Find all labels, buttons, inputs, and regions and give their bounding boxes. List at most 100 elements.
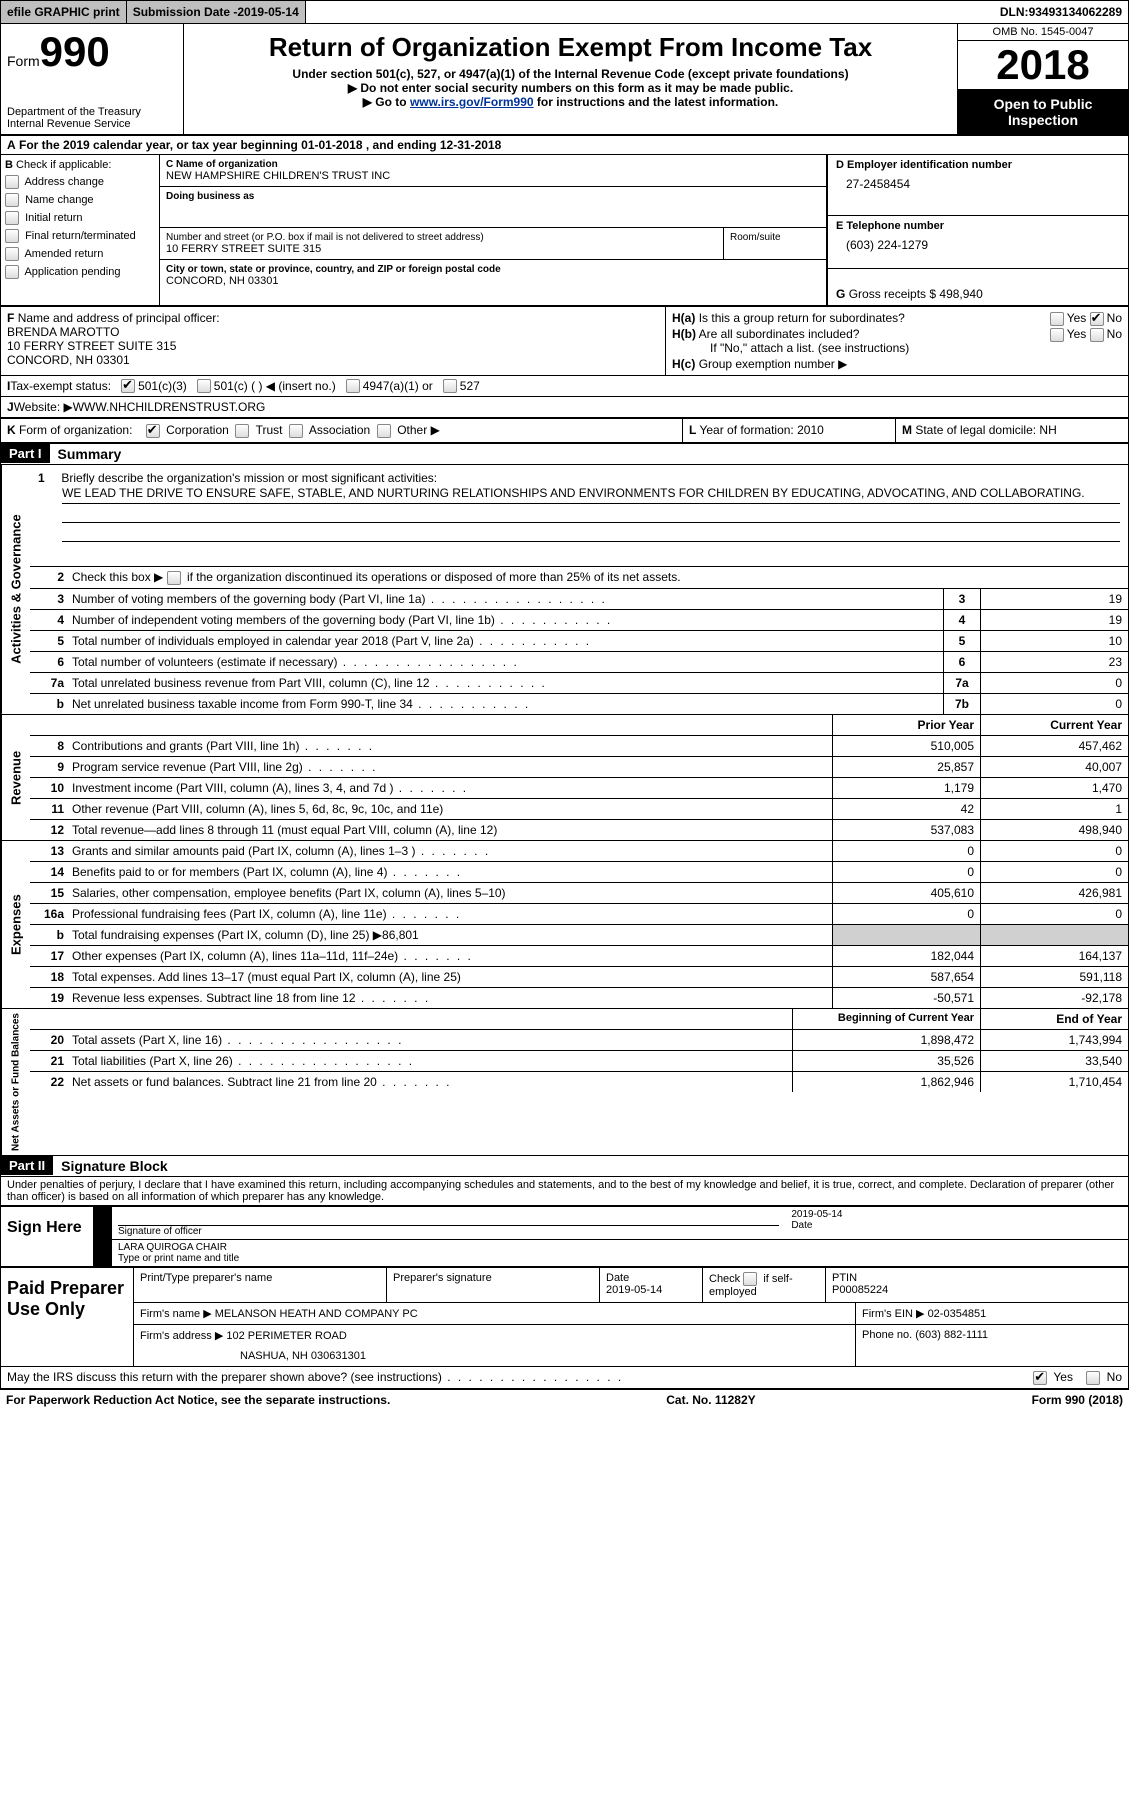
- city-box: City or town, state or province, country…: [160, 260, 826, 291]
- org-name-box: C Name of organization NEW HAMPSHIRE CHI…: [160, 155, 826, 187]
- irs-link[interactable]: www.irs.gov/Form990: [410, 95, 534, 109]
- trust-checkbox[interactable]: [235, 424, 249, 438]
- principal-officer-box: F Name and address of principal officer:…: [1, 307, 665, 375]
- tab-net-assets: Net Assets or Fund Balances: [1, 1009, 30, 1155]
- form-header: Form990 Department of the Treasury Inter…: [0, 24, 1129, 136]
- gross-receipts: 498,940: [939, 287, 982, 301]
- line-9: 9 Program service revenue (Part VIII, li…: [30, 756, 1128, 777]
- street-address-box: Number and street (or P.O. box if mail i…: [160, 228, 724, 259]
- tab-activities-governance: Activities & Governance: [1, 465, 30, 714]
- hb-yes-checkbox[interactable]: [1050, 328, 1064, 342]
- firm-phone: (603) 882-1111: [915, 1329, 988, 1341]
- line-7b: b Net unrelated business taxable income …: [30, 693, 1128, 714]
- line-21: 21 Total liabilities (Part X, line 26) 3…: [30, 1050, 1128, 1071]
- officer-name: BRENDA MAROTTO: [7, 325, 119, 339]
- mission-text: WE LEAD THE DRIVE TO ENSURE SAFE, STABLE…: [62, 485, 1120, 504]
- line-16b: b Total fundraising expenses (Part IX, c…: [30, 924, 1128, 945]
- line-22: 22 Net assets or fund balances. Subtract…: [30, 1071, 1128, 1092]
- application-pending-checkbox[interactable]: [5, 265, 19, 279]
- line-15: 15 Salaries, other compensation, employe…: [30, 882, 1128, 903]
- street-address: 10 FERRY STREET SUITE 315: [166, 243, 717, 255]
- line-19: 19 Revenue less expenses. Subtract line …: [30, 987, 1128, 1008]
- paid-preparer-section: Paid Preparer Use Only Print/Type prepar…: [0, 1267, 1129, 1367]
- part-2-header: Part II Signature Block: [0, 1156, 1129, 1177]
- row-a-tax-year: A For the 2019 calendar year, or tax yea…: [0, 136, 1129, 155]
- ein: 27-2458454: [846, 177, 1120, 191]
- address-change-checkbox[interactable]: [5, 175, 19, 189]
- form-title: Return of Organization Exempt From Incom…: [188, 32, 953, 63]
- form-subtitle: Under section 501(c), 527, or 4947(a)(1)…: [188, 67, 953, 81]
- catalog-number: Cat. No. 11282Y: [666, 1393, 755, 1407]
- dba-box: Doing business as: [160, 187, 826, 228]
- phone-box: E Telephone number (603) 224-1279: [828, 216, 1128, 269]
- tax-year: 2018: [958, 41, 1128, 90]
- hb-no-checkbox[interactable]: [1090, 328, 1104, 342]
- public-inspection: Open to Public Inspection: [958, 90, 1128, 134]
- column-b-checkboxes: B Check if applicable: Address change Na…: [1, 155, 160, 305]
- discuss-yes-checkbox[interactable]: [1033, 1371, 1047, 1385]
- room-suite-box: Room/suite: [724, 228, 826, 259]
- 501c3-checkbox[interactable]: [121, 379, 135, 393]
- ha-yes-checkbox[interactable]: [1050, 312, 1064, 326]
- officer-name-title: LARA QUIROGA CHAIR: [118, 1242, 1122, 1253]
- firm-address: 102 PERIMETER ROAD: [226, 1330, 346, 1342]
- signature-arrow-icon: [94, 1207, 112, 1239]
- discuss-no-checkbox[interactable]: [1086, 1371, 1100, 1385]
- line-5: 5 Total number of individuals employed i…: [30, 630, 1128, 651]
- line-3: 3 Number of voting members of the govern…: [30, 588, 1128, 609]
- 4947-checkbox[interactable]: [346, 379, 360, 393]
- association-checkbox[interactable]: [289, 424, 303, 438]
- line-4: 4 Number of independent voting members o…: [30, 609, 1128, 630]
- line-14: 14 Benefits paid to or for members (Part…: [30, 861, 1128, 882]
- ein-box: D Employer identification number 27-2458…: [828, 155, 1128, 216]
- signature-date: 2019-05-14: [791, 1209, 1122, 1220]
- irs-label: Internal Revenue Service: [7, 118, 177, 130]
- bottom-footer: For Paperwork Reduction Act Notice, see …: [0, 1389, 1129, 1410]
- line-16a: 16a Professional fundraising fees (Part …: [30, 903, 1128, 924]
- corporation-checkbox[interactable]: [146, 424, 160, 438]
- line-18: 18 Total expenses. Add lines 13–17 (must…: [30, 966, 1128, 987]
- line-10: 10 Investment income (Part VIII, column …: [30, 777, 1128, 798]
- omb-number: OMB No. 1545-0047: [958, 24, 1128, 41]
- row-m-domicile: M State of legal domicile: NH: [896, 419, 1128, 442]
- other-checkbox[interactable]: [377, 424, 391, 438]
- gross-receipts-box: G Gross receipts $ 498,940: [828, 269, 1128, 305]
- city-state-zip: CONCORD, NH 03301: [166, 275, 820, 287]
- discontinued-checkbox[interactable]: [167, 571, 181, 585]
- section-h: H(a) Is this a group return for subordin…: [665, 307, 1128, 375]
- firm-ein: 02-0354851: [928, 1308, 987, 1320]
- instructions-link-line: ▶ Go to www.irs.gov/Form990 for instruct…: [188, 95, 953, 109]
- amended-return-checkbox[interactable]: [5, 247, 19, 261]
- discuss-row: May the IRS discuss this return with the…: [0, 1367, 1129, 1389]
- ssn-warning: ▶ Do not enter social security numbers o…: [188, 81, 953, 95]
- efile-label: efile GRAPHIC print: [1, 1, 127, 23]
- self-employed-checkbox[interactable]: [743, 1272, 757, 1286]
- line-13: 13 Grants and similar amounts paid (Part…: [30, 841, 1128, 861]
- name-change-checkbox[interactable]: [5, 193, 19, 207]
- ha-no-checkbox[interactable]: [1090, 312, 1104, 326]
- line-11: 11 Other revenue (Part VIII, column (A),…: [30, 798, 1128, 819]
- form-number: Form990: [7, 28, 177, 76]
- phone: (603) 224-1279: [846, 238, 1120, 252]
- final-return-checkbox[interactable]: [5, 229, 19, 243]
- part-1-header: Part I Summary: [0, 444, 1129, 465]
- dept-treasury: Department of the Treasury: [7, 106, 177, 118]
- line-7a: 7a Total unrelated business revenue from…: [30, 672, 1128, 693]
- 527-checkbox[interactable]: [443, 379, 457, 393]
- initial-return-checkbox[interactable]: [5, 211, 19, 225]
- preparer-date: 2019-05-14: [606, 1284, 696, 1296]
- website-url: WWW.NHCHILDRENSTRUST.ORG: [73, 400, 266, 414]
- row-l-year-formation: L Year of formation: 2010: [683, 419, 896, 442]
- row-k-form-org: K Form of organization: Corporation Trus…: [1, 419, 683, 442]
- ptin: P00085224: [832, 1284, 1122, 1296]
- 501c-checkbox[interactable]: [197, 379, 211, 393]
- firm-name: MELANSON HEATH AND COMPANY PC: [215, 1308, 418, 1320]
- row-i-tax-exempt: I Tax-exempt status: 501(c)(3) 501(c) ( …: [0, 376, 1129, 397]
- penalty-statement: Under penalties of perjury, I declare th…: [0, 1177, 1129, 1205]
- tab-expenses: Expenses: [1, 841, 30, 1008]
- sign-here-section: Sign Here Signature of officer 2019-05-1…: [0, 1205, 1129, 1267]
- org-name: NEW HAMPSHIRE CHILDREN'S TRUST INC: [166, 170, 820, 182]
- name-arrow-icon: [94, 1240, 112, 1266]
- tab-revenue: Revenue: [1, 715, 30, 840]
- row-j-website: J Website: ▶ WWW.NHCHILDRENSTRUST.ORG: [0, 397, 1129, 419]
